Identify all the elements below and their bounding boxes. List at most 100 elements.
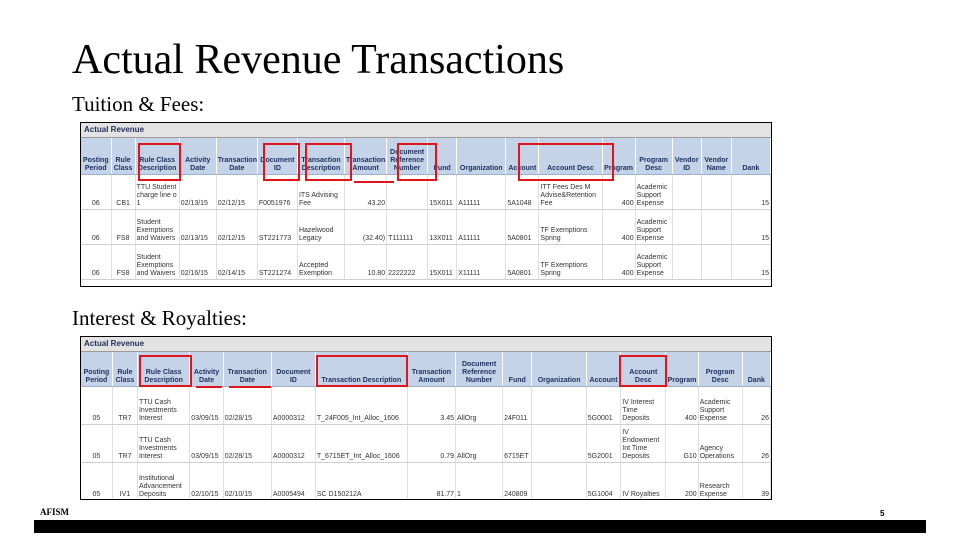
tuition-table-cell: 400 [602, 174, 636, 210]
interest-table-cell: 02/10/15 [189, 462, 224, 499]
tuition-table-cell: FS8 [111, 209, 136, 245]
tuition-column-header: Transaction Amount [344, 138, 388, 175]
tuition-table-cell: 06 [81, 244, 112, 280]
tuition-table-cell: FS8 [111, 244, 136, 280]
interest-table-cell: AllOrg [455, 386, 504, 425]
tuition-table-cell: Academic Support Expense [635, 174, 673, 210]
interest-column-header: Activity Date [189, 352, 224, 387]
interest-table-cell: 81.77 [407, 462, 457, 499]
footer-bar [34, 520, 926, 533]
interest-table-cell: IV1 [112, 462, 138, 499]
interest-table-cell: 6715ET [502, 424, 533, 463]
tuition-table-cell: ITS Advising Fee [297, 174, 346, 210]
tuition-table-cell: Hazelwood Legacy [297, 209, 346, 245]
tuition-table-cell: Student Exemptions and Waivers [135, 244, 180, 280]
tuition-table-cell [701, 244, 732, 280]
tuition-table-cell: 15 [731, 174, 771, 210]
tuition-table-cell: 02/14/15 [216, 244, 258, 280]
tuition-column-header: Document Reference Number [386, 138, 429, 175]
footer-left-text: AFISM [40, 507, 69, 517]
interest-table-cell: SC D150212A [315, 462, 408, 499]
tuition-table-cell: A11111 [456, 209, 507, 245]
tuition-table-cell: Accepted Exemption [297, 244, 346, 280]
interest-column-header: Organization [531, 352, 587, 387]
interest-table-cell: IV Interest Time Deposits [620, 386, 667, 425]
tuition-table-cell: 10.80 [344, 244, 388, 280]
tuition-table-cell: F0051976 [257, 174, 298, 210]
interest-table-cell: 03/09/15 [189, 424, 224, 463]
tuition-table-cell: 2222222 [386, 244, 429, 280]
interest-column-header: Transaction Amount [407, 352, 457, 387]
interest-column-header: Posting Period [81, 352, 113, 387]
interest-table-cell: TR7 [112, 386, 138, 425]
interest-table-cell: 3.45 [407, 386, 457, 425]
tuition-table-cell: 15X011 [427, 174, 458, 210]
tuition-column-header: Program Desc [635, 138, 673, 175]
page-number: 5 [880, 509, 885, 518]
interest-table-cell: A0005494 [271, 462, 316, 499]
tuition-table-cell: 06 [81, 209, 112, 245]
interest-revenue-screenshot: Actual Revenue Posting Period Rule Class R… [80, 336, 772, 500]
tuition-table-cell: 02/13/15 [179, 174, 217, 210]
interest-table: Posting Period Rule Class Rule Class Descr… [81, 352, 771, 499]
interest-table-cell: 400 [665, 386, 699, 425]
interest-table-cell: T_6715ET_Int_Alloc_1606 [315, 424, 408, 463]
tuition-table-row: 06 CB1 TTU Student charge line o 1 02/13/15… [81, 174, 771, 210]
tuition-table-cell: 5A0801 [505, 244, 540, 280]
interest-section-label: Interest & Royalties: [72, 306, 247, 330]
interest-table-cell: 5G1004 [586, 462, 622, 499]
interest-table-cell: IV Endowment Int Time Deposits [620, 424, 667, 463]
interest-table-cell: 1 [455, 462, 504, 499]
tuition-table-cell: 15 [731, 209, 771, 245]
interest-table-cell: TTU Cash Investments Interest [137, 424, 191, 463]
interest-table-cell [531, 424, 587, 463]
tuition-table-cell: 13X011 [427, 209, 458, 245]
interest-column-header: Transaction Date [223, 352, 272, 387]
tuition-table: Posting Period Rule Class Rule Class Descr… [81, 138, 771, 280]
interest-table-cell: 26 [742, 386, 771, 425]
interest-table-cell: 5G0001 [586, 386, 622, 425]
tuition-table-cell: 02/13/15 [179, 209, 217, 245]
interest-table-cell: 24F011 [502, 386, 533, 425]
interest-column-header: Transaction Description [315, 352, 408, 387]
interest-table-cell [531, 386, 587, 425]
interest-table-cell: 26 [742, 424, 771, 463]
interest-table-cell [531, 462, 587, 499]
tuition-column-header: Rule Class Description [135, 138, 180, 175]
tuition-caption: Actual Revenue [81, 123, 771, 138]
interest-column-header: Program [665, 352, 699, 387]
interest-table-cell: AllOrg [455, 424, 504, 463]
interest-caption: Actual Revenue [81, 337, 771, 352]
interest-column-header: Document Reference Number [455, 352, 504, 387]
tuition-table-cell: (32.40) [344, 209, 388, 245]
interest-table-cell: 05 [81, 386, 113, 425]
slide-title: Actual Revenue Transactions [72, 37, 565, 83]
tuition-table-cell [672, 209, 702, 245]
tuition-column-header: Transaction Description [297, 138, 346, 175]
tuition-table-cell: T111111 [386, 209, 429, 245]
tuition-table-cell: X11111 [456, 244, 507, 280]
interest-table-cell: T_24F005_Int_Alloc_1606 [315, 386, 408, 425]
interest-table-row: 05 IV1 Institutional Advancement Deposits 0… [81, 462, 771, 499]
tuition-table-cell: Academic Support Expense [635, 244, 673, 280]
tuition-table-cell: 400 [602, 209, 636, 245]
interest-table-cell: 05 [81, 462, 113, 499]
tuition-table-cell [672, 244, 702, 280]
tuition-column-header: Vendor ID [672, 138, 702, 175]
tuition-table-cell: 02/16/15 [179, 244, 217, 280]
interest-table-cell: 02/28/15 [223, 386, 272, 425]
tuition-column-header: Fund [427, 138, 458, 175]
interest-table-cell: A0000312 [271, 424, 316, 463]
tuition-table-cell: Student Exemptions and Waivers [135, 209, 180, 245]
tuition-column-header: Posting Period [81, 138, 112, 175]
interest-table-cell: 05 [81, 424, 113, 463]
interest-table-cell: Research Expense [698, 462, 743, 499]
interest-column-header: Dank [742, 352, 771, 387]
interest-table-cell: Institutional Advancement Deposits [137, 462, 191, 499]
interest-table-cell: TR7 [112, 424, 138, 463]
interest-column-header: Rule Class [112, 352, 138, 387]
interest-table-cell: 0.79 [407, 424, 457, 463]
tuition-column-header: Account [505, 138, 540, 175]
tuition-table-cell: 5A0801 [505, 209, 540, 245]
tuition-column-header: Vendor Name [701, 138, 732, 175]
